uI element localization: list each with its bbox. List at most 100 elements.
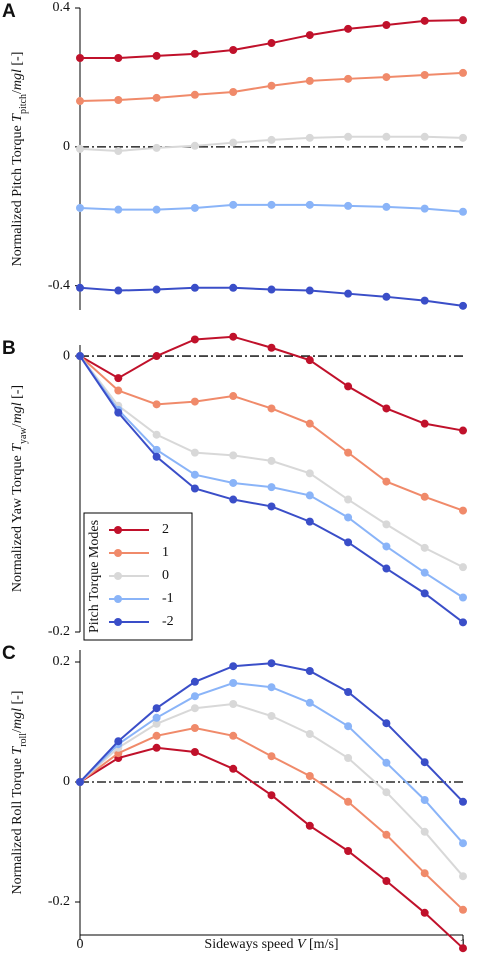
data-point: [267, 135, 276, 144]
y-label-part: roll: [18, 733, 29, 747]
data-point: [344, 847, 353, 855]
data-point: [152, 51, 161, 60]
data-point: [420, 204, 429, 213]
data-point: [420, 908, 429, 917]
y-tick-label: -0.2: [48, 624, 70, 639]
data-point: [344, 382, 353, 391]
data-point: [114, 53, 123, 62]
y-label-part: Normalized Yaw Torque: [10, 452, 25, 592]
data-point: [382, 758, 391, 767]
y-tick-label: 0: [63, 774, 70, 789]
data-point: [229, 88, 238, 97]
data-point: [229, 679, 238, 687]
data-point: [190, 692, 199, 701]
data-point: [459, 618, 467, 627]
data-point: [267, 712, 276, 720]
data-point: [114, 95, 123, 104]
data-point: [344, 754, 353, 762]
legend-marker: [114, 618, 122, 626]
y-label-part: T: [10, 443, 25, 452]
data-point: [229, 283, 238, 292]
data-point: [305, 667, 314, 675]
legend-label: -1: [162, 591, 174, 606]
x-axis-label: Sideways speed V [m/s]: [204, 937, 338, 952]
data-point: [305, 76, 314, 85]
data-point: [229, 662, 238, 671]
y-tick-label: -0.2: [48, 894, 70, 909]
data-point: [152, 743, 161, 752]
data-point: [459, 839, 467, 848]
data-point: [229, 46, 238, 55]
data-point: [190, 397, 199, 406]
data-point: [420, 419, 429, 428]
data-point: [229, 495, 238, 504]
y-label-part: /: [10, 90, 25, 94]
y-label-part: [-]: [10, 52, 25, 70]
y-label-part: Normalized Roll Torque: [10, 755, 25, 895]
data-point: [76, 53, 84, 62]
y-axis-label: Normalized Yaw Torque Tyaw/mgl [-]: [10, 385, 29, 592]
data-point: [267, 483, 276, 492]
data-point: [382, 564, 391, 573]
data-point: [190, 704, 199, 713]
data-point: [229, 700, 238, 708]
legend-label: 0: [162, 568, 169, 583]
panel-letter: C: [2, 643, 16, 664]
data-point: [382, 788, 391, 797]
y-label-part: T: [10, 113, 25, 122]
data-point: [190, 203, 199, 212]
data-point: [229, 332, 238, 341]
data-point: [420, 589, 429, 598]
data-point: [114, 147, 123, 156]
data-point: [190, 335, 199, 344]
y-label-part: mgl: [10, 69, 25, 90]
data-point: [305, 517, 314, 526]
data-point: [76, 352, 84, 361]
data-point: [152, 352, 161, 361]
data-point: [114, 374, 123, 383]
series-line: [79, 681, 464, 844]
data-point: [420, 568, 429, 577]
data-point: [114, 408, 123, 417]
data-point: [459, 68, 467, 77]
data-point: [190, 470, 199, 479]
data-point: [459, 905, 467, 914]
data-point: [420, 543, 429, 552]
data-point: [114, 386, 123, 395]
y-axis-label: Normalized Roll Torque Troll/mgl [-]: [10, 691, 29, 895]
data-point: [459, 506, 467, 515]
legend-label: 1: [162, 545, 169, 560]
data-point: [344, 688, 353, 696]
y-label-part: [-]: [10, 385, 25, 403]
x-label-part: Sideways speed: [204, 937, 297, 952]
legend-marker: [114, 595, 122, 603]
data-point: [382, 132, 391, 141]
data-point: [267, 752, 276, 761]
legend-marker: [114, 526, 122, 534]
data-point: [190, 49, 199, 58]
data-point: [267, 81, 276, 90]
data-point: [420, 827, 429, 836]
data-point: [76, 97, 84, 106]
x-label-part: V: [297, 937, 307, 952]
panel-letter: B: [2, 338, 16, 359]
data-point: [229, 764, 238, 773]
data-point: [344, 24, 353, 33]
data-point: [382, 21, 391, 30]
data-point: [459, 872, 467, 881]
data-point: [382, 719, 391, 728]
data-point: [344, 132, 353, 141]
data-point: [152, 713, 161, 722]
data-point: [267, 200, 276, 209]
data-point: [229, 451, 238, 460]
y-label-part: yaw: [18, 427, 29, 444]
data-point: [344, 74, 353, 83]
data-point: [114, 737, 123, 746]
data-point: [267, 456, 276, 465]
data-point: [459, 797, 467, 806]
data-point: [459, 426, 467, 435]
data-point: [229, 392, 238, 401]
data-point: [305, 286, 314, 295]
y-label-part: mgl: [10, 402, 25, 423]
